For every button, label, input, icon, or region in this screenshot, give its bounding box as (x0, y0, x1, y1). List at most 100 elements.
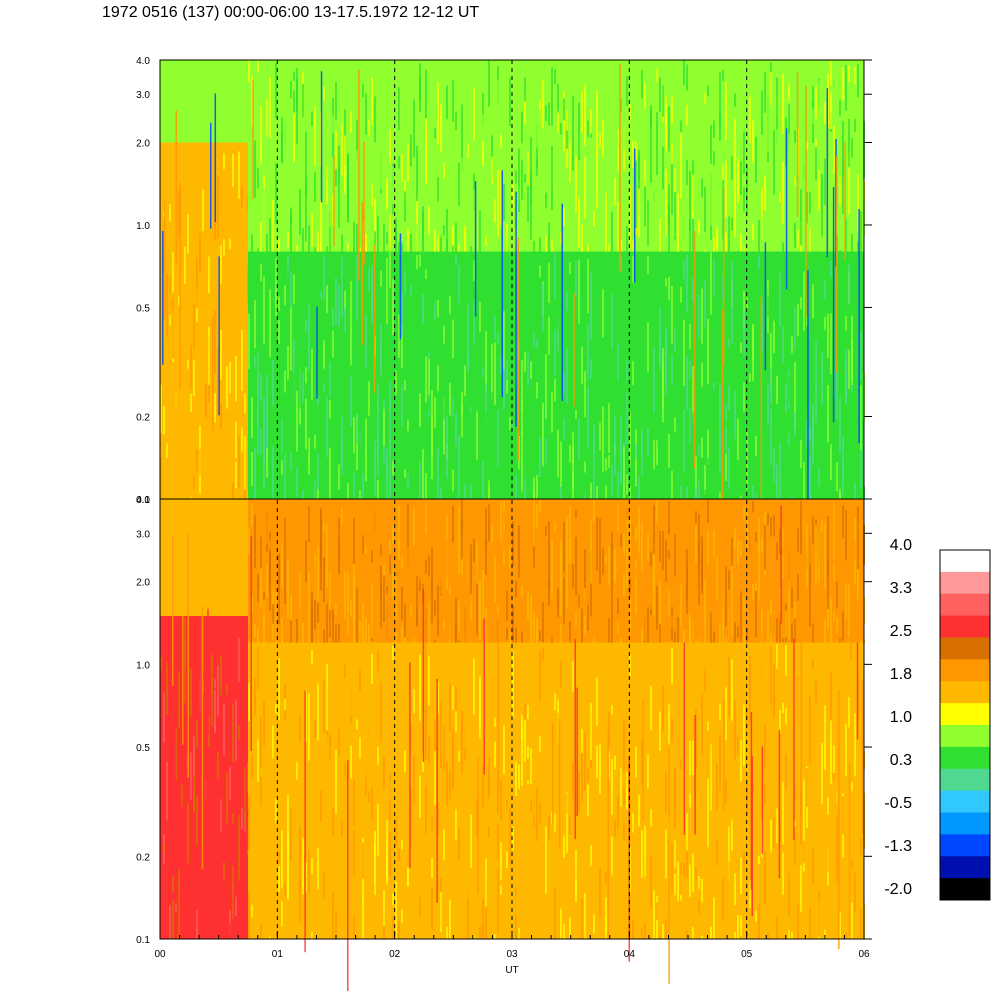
heatmap-streak (160, 845, 162, 887)
heatmap-streak (770, 646, 772, 714)
heatmap-streak (470, 814, 472, 868)
heatmap-streak (386, 232, 388, 245)
heatmap-streak (839, 99, 841, 117)
heatmap-streak (839, 638, 841, 643)
heatmap-streak (785, 637, 787, 643)
heatmap-streak (329, 447, 331, 499)
heatmap-streak (749, 373, 751, 382)
heatmap-streak (608, 110, 610, 129)
heatmap-streak (299, 188, 301, 236)
heatmap-spike (162, 230, 164, 365)
heatmap-streak (635, 495, 637, 499)
heatmap-streak (398, 155, 400, 169)
heatmap-streak (278, 639, 280, 643)
heatmap-streak (731, 913, 733, 939)
heatmap-streak (359, 704, 361, 734)
heatmap-streak (560, 623, 562, 643)
heatmap-streak (743, 382, 745, 412)
heatmap-streak (731, 217, 733, 231)
heatmap-spike (333, 156, 335, 247)
heatmap-streak (857, 506, 859, 570)
heatmap-streak (626, 730, 628, 770)
heatmap-streak (284, 113, 286, 153)
heatmap-streak (557, 113, 559, 133)
heatmap-streak (704, 92, 706, 105)
heatmap-streak (437, 364, 439, 392)
heatmap-streak (836, 361, 838, 420)
heatmap-streak (389, 382, 391, 444)
heatmap-streak (248, 559, 250, 618)
heatmap-streak (392, 279, 394, 336)
heatmap-streak (290, 620, 292, 643)
heatmap-streak (731, 261, 733, 297)
heatmap-streak (740, 495, 742, 499)
heatmap-streak (497, 780, 499, 815)
heatmap-streak (281, 637, 283, 643)
heatmap-streak (824, 158, 826, 205)
heatmap-streak (404, 380, 406, 391)
heatmap-streak (395, 427, 397, 438)
heatmap-streak (284, 370, 286, 393)
heatmap-streak (830, 672, 832, 731)
heatmap-streak (701, 626, 703, 643)
heatmap-streak (211, 145, 213, 190)
heatmap-streak (719, 550, 721, 598)
heatmap-streak (169, 850, 171, 875)
heatmap-streak (488, 60, 490, 107)
heatmap-streak (431, 150, 433, 201)
heatmap-streak (344, 570, 346, 620)
heatmap-streak (824, 296, 826, 336)
heatmap-streak (232, 482, 234, 499)
heatmap-streak (587, 120, 589, 138)
heatmap-streak (512, 306, 514, 330)
heatmap-streak (698, 220, 700, 234)
heatmap-streak (374, 96, 376, 143)
heatmap-streak (611, 545, 613, 606)
heatmap-streak (506, 807, 508, 856)
heatmap-streak (770, 72, 772, 105)
heatmap-streak (635, 568, 637, 579)
heatmap-streak (824, 228, 826, 252)
heatmap-streak (830, 313, 832, 375)
heatmap-streak (539, 436, 541, 477)
heatmap-streak (178, 189, 180, 238)
heatmap-streak (620, 767, 622, 807)
heatmap-streak (791, 548, 793, 569)
heatmap-streak (326, 524, 328, 588)
heatmap-streak (446, 350, 448, 360)
heatmap-streak (806, 768, 808, 807)
heatmap-streak (842, 505, 844, 538)
heatmap-streak (329, 400, 331, 420)
heatmap-streak (569, 445, 571, 463)
heatmap-streak (338, 284, 340, 327)
heatmap-streak (539, 736, 541, 752)
heatmap-streak (551, 823, 553, 842)
heatmap-streak (365, 741, 367, 778)
heatmap-streak (166, 443, 168, 459)
heatmap-streak (785, 645, 787, 676)
heatmap-streak (485, 508, 487, 575)
heatmap-streak (431, 323, 433, 377)
heatmap-streak (617, 794, 619, 837)
heatmap-streak (257, 739, 259, 782)
heatmap-streak (527, 152, 529, 186)
heatmap-streak (272, 70, 274, 125)
heatmap-streak (434, 229, 436, 252)
heatmap-streak (521, 726, 523, 786)
heatmap-streak (500, 502, 502, 543)
heatmap-streak (593, 210, 595, 227)
heatmap-streak (617, 370, 619, 414)
heatmap-streak (398, 606, 400, 643)
heatmap-streak (536, 693, 538, 721)
heatmap-spike (778, 729, 781, 879)
heatmap-streak (737, 419, 739, 461)
heatmap-streak (491, 135, 493, 178)
heatmap-streak (320, 200, 322, 252)
heatmap-streak (458, 601, 460, 632)
heatmap-streak (674, 328, 676, 352)
heatmap-streak (356, 254, 358, 321)
heatmap-streak (683, 60, 685, 85)
heatmap-spike (838, 689, 840, 950)
heatmap-streak (479, 926, 481, 939)
heatmap-streak (683, 629, 685, 643)
